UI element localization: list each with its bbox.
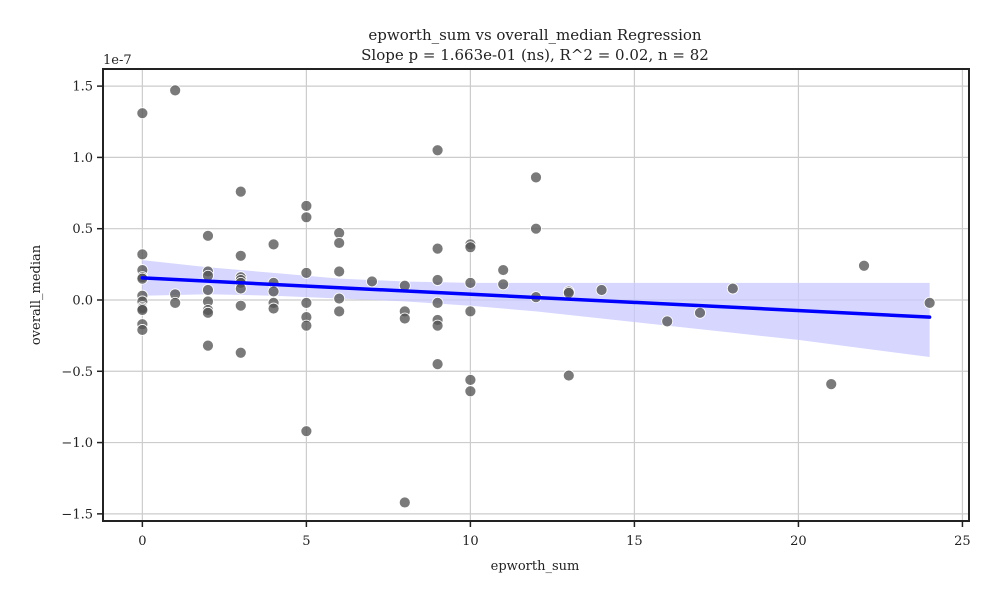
- data-point: [202, 339, 214, 352]
- y-tick-label: 1.5: [72, 80, 93, 95]
- data-point: [464, 276, 477, 289]
- axes: 0 5 10 15 20 25 −1.5 −1.0 −0.5 0.0 0.5 1.0 1.5: [61, 68, 971, 549]
- data-point: [825, 378, 838, 391]
- data-point: [726, 282, 739, 295]
- data-point: [431, 296, 444, 309]
- data-point: [562, 286, 575, 299]
- data-point: [497, 264, 510, 276]
- data-point: [497, 278, 510, 291]
- data-point: [169, 296, 182, 309]
- y-axis-label: overall_median: [29, 244, 44, 345]
- data-point: [234, 346, 247, 359]
- x-tick-label: 25: [954, 534, 971, 549]
- data-point: [136, 248, 149, 261]
- data-point: [300, 319, 313, 332]
- regression-line-layer: [140, 276, 932, 319]
- data-point: [234, 249, 247, 262]
- y-tick-label: −0.5: [61, 365, 93, 380]
- data-point: [595, 284, 608, 296]
- data-point: [300, 266, 313, 279]
- data-point: [234, 185, 247, 198]
- x-tick-label: 5: [302, 534, 310, 549]
- data-point: [136, 304, 149, 316]
- x-tick-label: 0: [138, 534, 146, 549]
- data-point: [300, 211, 313, 224]
- data-point: [431, 358, 444, 371]
- chart-subtitle: Slope p = 1.663e-01 (ns), R^2 = 0.02, n …: [361, 46, 709, 64]
- data-point: [694, 306, 706, 319]
- data-point: [202, 229, 214, 242]
- data-point: [464, 305, 477, 318]
- data-point: [333, 227, 346, 239]
- data-point: [562, 369, 575, 382]
- data-point: [530, 171, 542, 184]
- data-point: [136, 324, 149, 336]
- data-point: [464, 385, 477, 398]
- data-point: [202, 284, 214, 296]
- y-tick-label: −1.5: [61, 507, 93, 522]
- confidence-band-layer: [142, 260, 930, 358]
- data-point: [366, 275, 378, 288]
- data-point: [267, 238, 280, 251]
- data-point: [431, 274, 444, 286]
- data-point: [530, 222, 542, 235]
- data-point: [267, 302, 280, 315]
- y-tick-label: 1.0: [72, 151, 93, 166]
- data-point: [202, 306, 214, 319]
- regression-line: [140, 276, 932, 319]
- scatter-points: [136, 84, 936, 509]
- y-tick-label: −1.0: [61, 436, 93, 451]
- data-point: [398, 496, 411, 509]
- data-point: [136, 107, 149, 120]
- data-point: [431, 319, 444, 332]
- data-point: [923, 296, 936, 309]
- data-point: [267, 285, 280, 298]
- data-point: [464, 373, 477, 386]
- plot-frame: [102, 68, 970, 522]
- data-point: [661, 315, 674, 328]
- x-tick-label: 10: [462, 534, 479, 549]
- data-point: [300, 296, 313, 309]
- x-tick-label: 20: [790, 534, 807, 549]
- data-point: [464, 241, 477, 254]
- data-point: [431, 242, 444, 255]
- data-point: [169, 84, 182, 97]
- data-point: [333, 237, 346, 249]
- data-point: [398, 312, 411, 325]
- x-tick-label: 15: [626, 534, 643, 549]
- data-point: [858, 259, 870, 272]
- data-point: [300, 425, 313, 438]
- chart-title: epworth_sum vs overall_median Regression: [368, 26, 702, 44]
- confidence-band: [142, 260, 930, 358]
- y-tick-label: 0.0: [72, 293, 93, 308]
- data-point: [431, 144, 444, 157]
- data-point: [333, 265, 346, 278]
- data-point: [300, 199, 313, 212]
- x-axis-label: epworth_sum: [491, 559, 580, 574]
- data-point: [333, 305, 346, 318]
- y-tick-label: 0.5: [72, 222, 93, 237]
- y-axis-offset-label: 1e-7: [103, 53, 132, 68]
- data-point: [234, 299, 247, 312]
- data-point: [333, 292, 346, 305]
